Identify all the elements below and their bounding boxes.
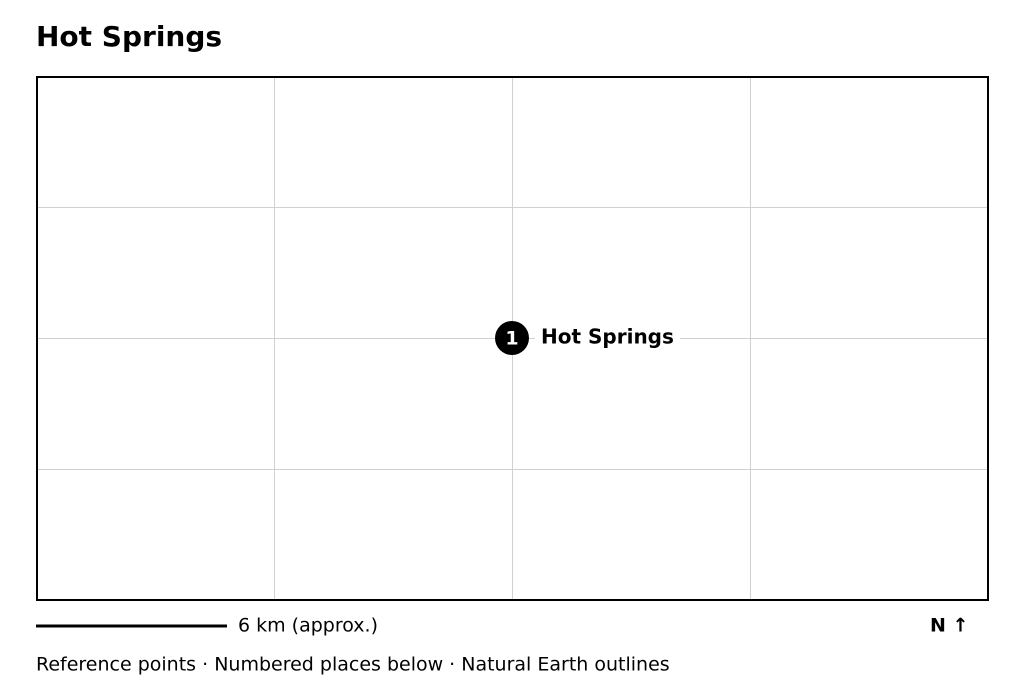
footer-note: Reference points · Numbered places below… <box>36 654 670 676</box>
places: Hot Springs 1 <box>495 321 680 355</box>
place-label: Hot Springs <box>541 325 674 349</box>
scale-label: 6 km (approx.) <box>238 615 378 637</box>
place-marker <box>495 321 529 355</box>
map-title: Hot Springs <box>36 20 222 53</box>
place-number: 1 <box>505 328 518 350</box>
north-arrow: N ↑ <box>930 615 968 637</box>
label-background <box>535 322 680 351</box>
map-frame <box>36 76 989 601</box>
